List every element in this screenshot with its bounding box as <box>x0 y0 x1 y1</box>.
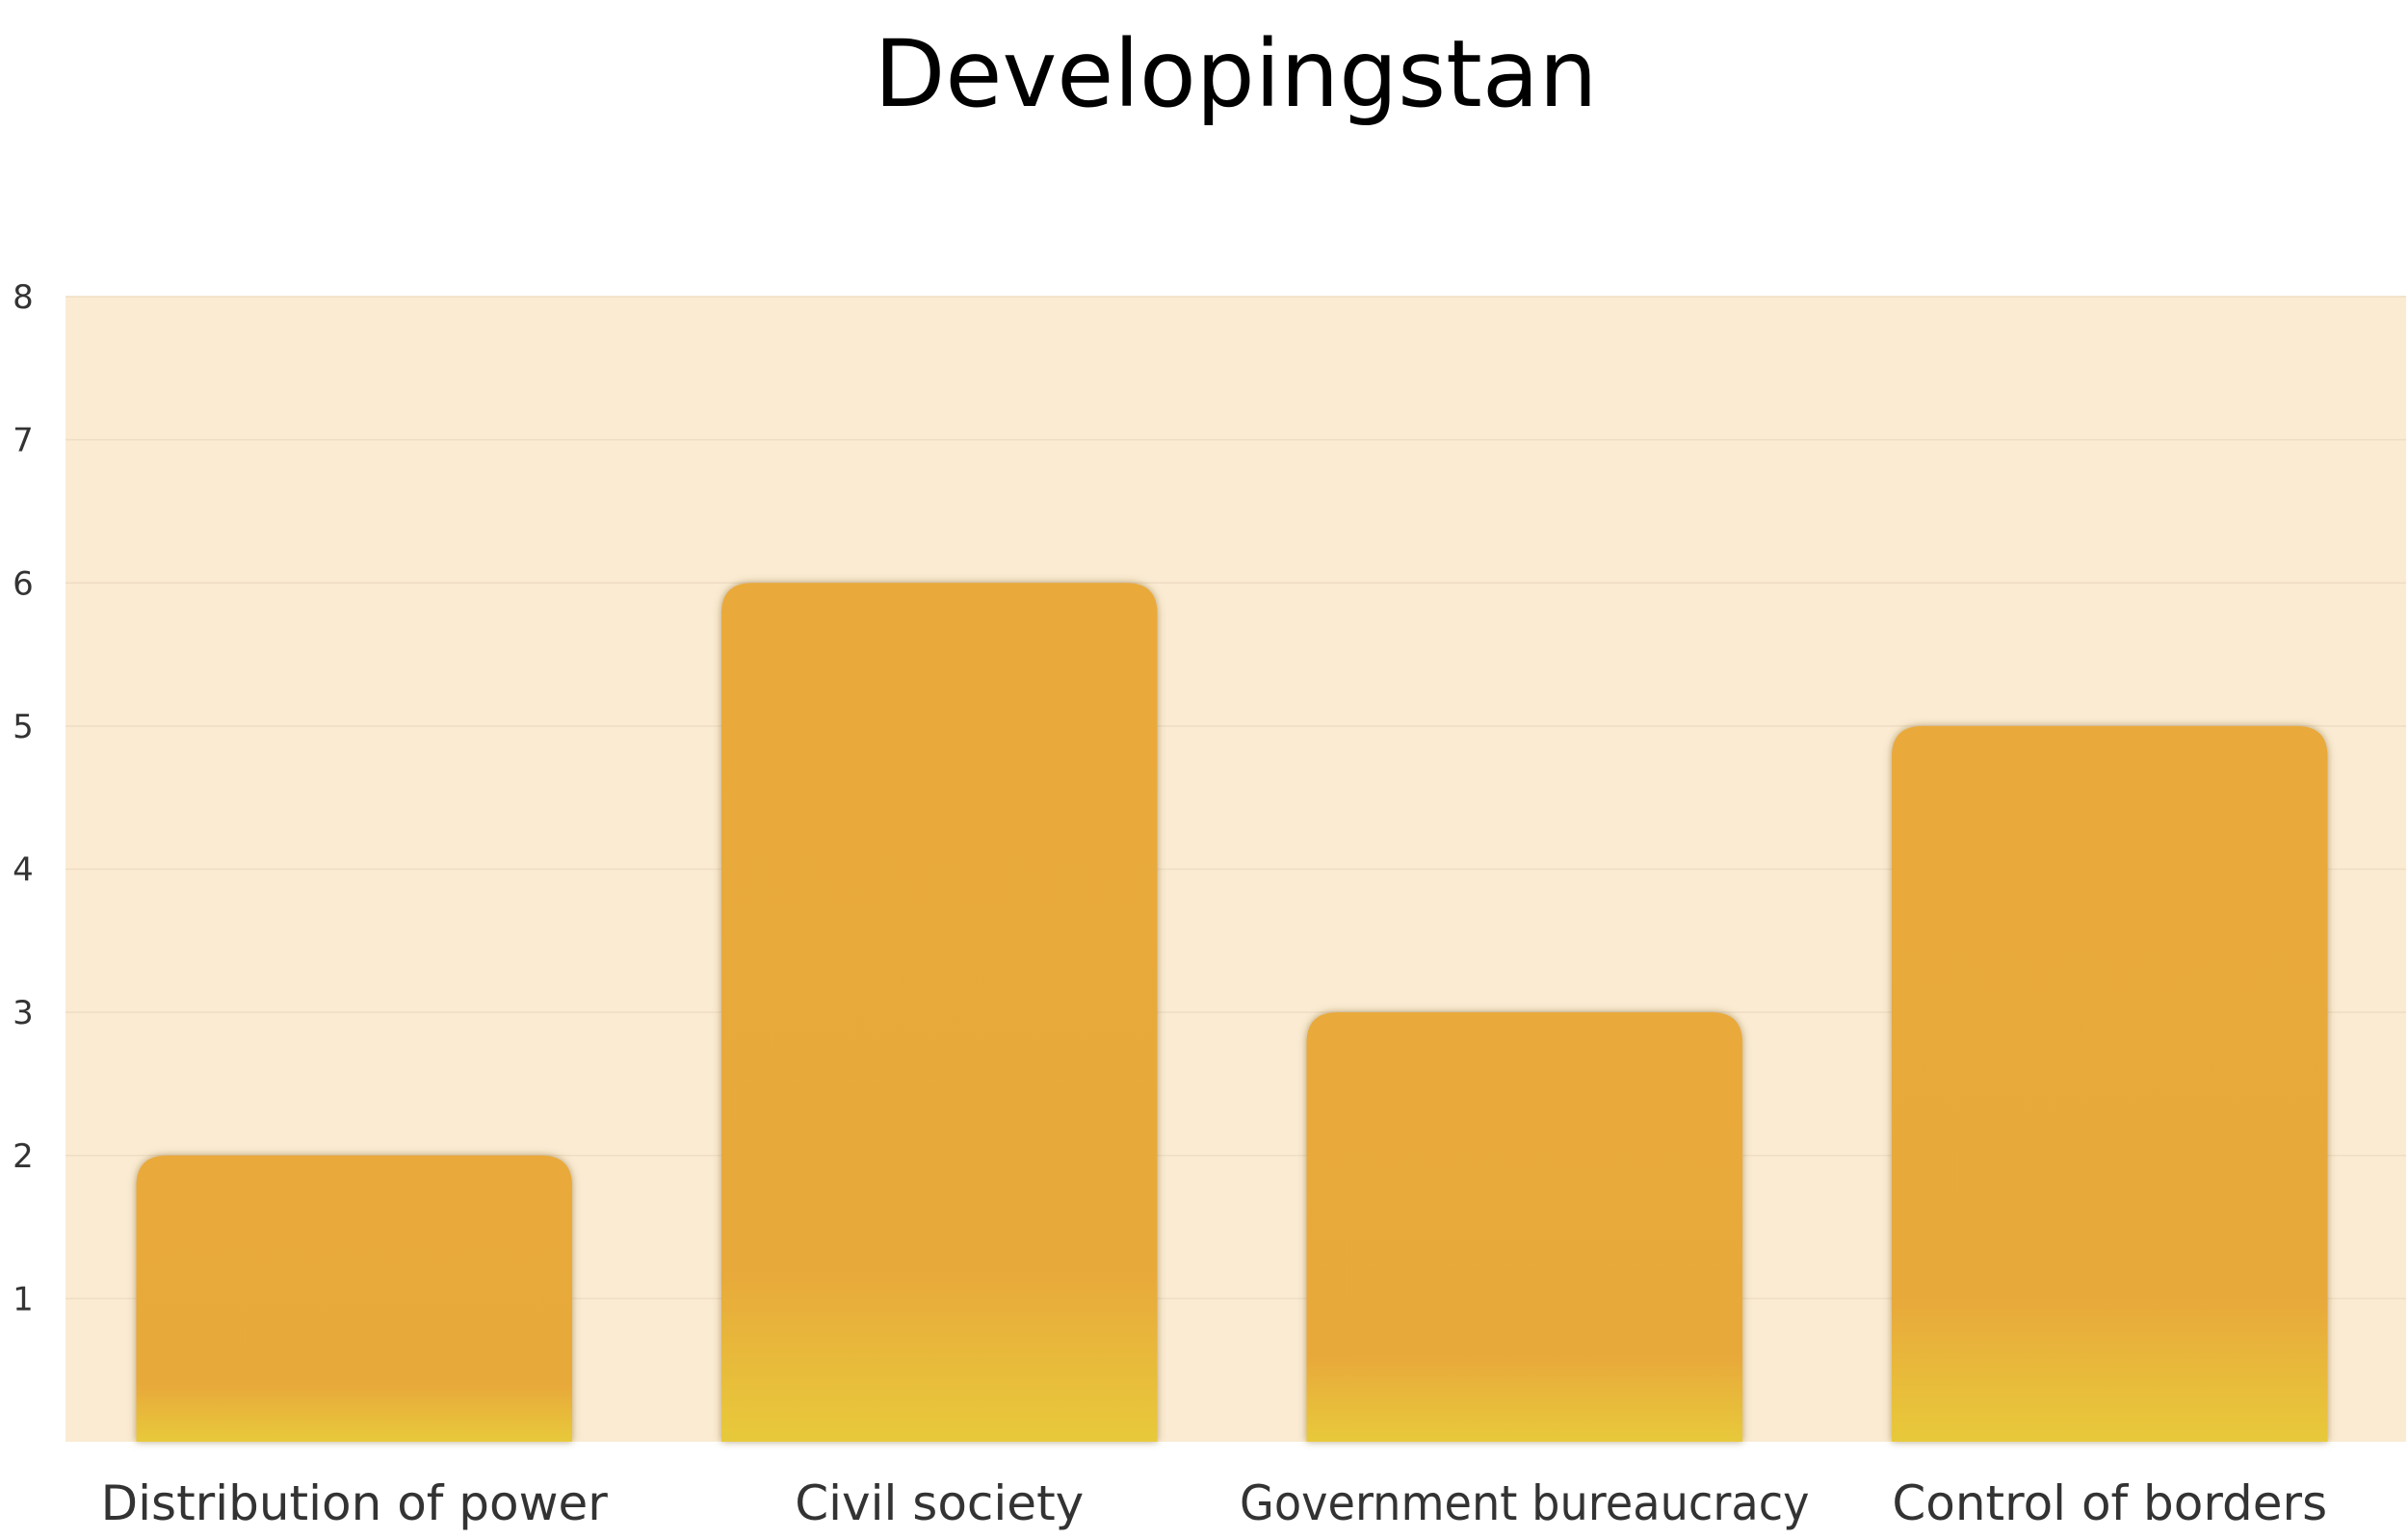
y-tick-label: 7 <box>13 422 34 460</box>
x-category-label: Government bureaucracy <box>1240 1475 1810 1531</box>
y-tick-label: 6 <box>13 564 34 603</box>
bars <box>136 583 2328 1442</box>
y-tick-label: 8 <box>13 278 34 317</box>
x-category-label: Distribution of power <box>101 1475 609 1531</box>
y-tick-label: 3 <box>13 994 34 1032</box>
x-category-label: Civil society <box>795 1475 1084 1531</box>
y-tick-label: 1 <box>13 1280 34 1318</box>
bar <box>136 1155 573 1442</box>
y-axis-ticks: 1 2 3 4 5 6 7 8 <box>13 278 34 1318</box>
y-tick-label: 4 <box>13 851 34 890</box>
bar <box>1891 725 2328 1442</box>
x-axis-labels: Distribution of power Civil society Govern… <box>101 1475 2328 1531</box>
chart-title: Developingstan <box>875 20 1598 128</box>
y-tick-label: 5 <box>13 708 34 746</box>
x-category-label: Control of borders <box>1892 1475 2327 1531</box>
bar <box>720 583 1158 1442</box>
bar <box>1306 1012 1743 1442</box>
y-tick-label: 2 <box>13 1137 34 1176</box>
